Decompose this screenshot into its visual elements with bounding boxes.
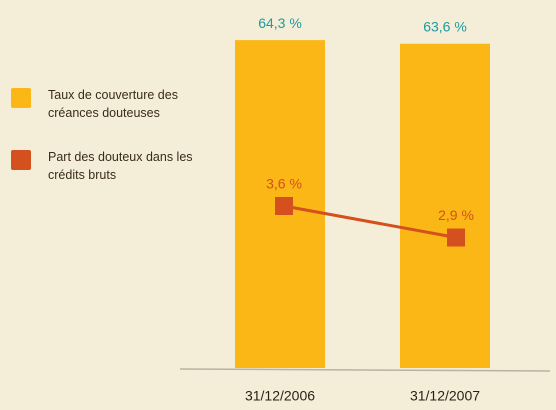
- legend-label: Part des douteux dans les crédits bruts: [48, 150, 193, 182]
- bar: [400, 43, 490, 368]
- baseline: [179, 368, 551, 372]
- x-tick-label: 31/12/2006: [245, 388, 315, 404]
- value-label: 3,6 %: [266, 176, 302, 192]
- x-tick-label: 31/12/2007: [410, 388, 480, 404]
- line: [283, 204, 457, 239]
- value-label: 2,9 %: [438, 207, 474, 223]
- point: [447, 228, 465, 247]
- value-label: 64,3 %: [258, 15, 302, 31]
- legend-swatch: [11, 88, 31, 108]
- legend-label: Taux de couverture des créances douteuse…: [48, 88, 178, 120]
- point: [275, 197, 293, 215]
- value-label: 63,6 %: [423, 18, 467, 34]
- legend-swatch: [11, 150, 31, 170]
